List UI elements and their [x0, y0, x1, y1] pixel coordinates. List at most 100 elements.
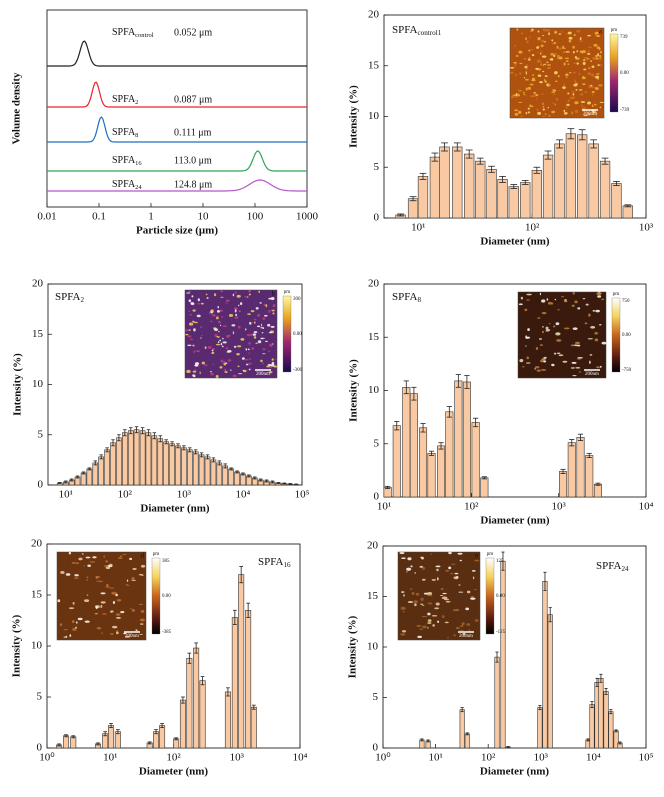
afm-feature: [116, 631, 119, 635]
afm-feature: [545, 326, 549, 330]
afm-feature: [115, 593, 118, 597]
afm-feature: [574, 56, 578, 59]
afm-feature: [211, 314, 214, 316]
afm-feature: [570, 344, 575, 347]
afm-feature: [528, 36, 531, 39]
x-tick-label: 10³: [177, 489, 192, 501]
afm-feature: [95, 606, 98, 609]
y-tick-label: 15: [32, 328, 44, 340]
afm-feature: [530, 95, 534, 98]
error-bar: [567, 128, 575, 140]
afm-feature: [111, 591, 117, 595]
afm-feature: [105, 586, 110, 588]
afm-feature: [518, 303, 523, 306]
bar: [169, 443, 175, 486]
afm-feature: [527, 86, 532, 90]
afm-feature: [241, 357, 245, 360]
afm-feature: [240, 338, 245, 341]
afm-feature: [569, 96, 573, 100]
afm-feature: [599, 47, 601, 51]
colorbar-bottom: -750: [622, 368, 632, 373]
afm-feature: [111, 625, 118, 629]
afm-feature: [68, 607, 75, 610]
afm-feature: [455, 626, 460, 630]
afm-feature: [63, 636, 67, 638]
afm-feature: [581, 106, 587, 110]
bar: [224, 691, 231, 749]
error-bar: [115, 729, 120, 735]
afm-feature: [563, 51, 565, 54]
afm-feature: [572, 71, 576, 74]
afm-feature: [519, 358, 524, 363]
plot-frame: [46, 9, 308, 208]
afm-feature: [119, 555, 123, 558]
afm-feature: [442, 615, 445, 619]
error-bar: [426, 739, 430, 743]
afm-feature: [89, 561, 96, 563]
bar: [462, 381, 471, 498]
y-tick-label: 20: [368, 9, 380, 21]
afm-feature: [189, 313, 192, 316]
afm-feature: [517, 93, 520, 97]
error-bar: [241, 472, 245, 476]
afm-feature: [568, 39, 572, 43]
afm-feature: [129, 557, 133, 561]
bar: [577, 134, 588, 219]
afm-feature: [407, 600, 414, 604]
afm-feature: [138, 603, 143, 606]
afm-feature: [563, 300, 568, 303]
afm-feature: [459, 629, 465, 631]
bar: [179, 699, 186, 749]
afm-feature: [542, 70, 545, 73]
afm-feature: [567, 63, 570, 65]
scale-bar-label: 200nm: [256, 372, 270, 377]
afm-feature: [523, 94, 526, 96]
afm-feature: [445, 600, 451, 603]
colorbar-top: 385: [162, 559, 170, 564]
afm-feature: [248, 368, 251, 371]
afm-feature: [466, 590, 471, 594]
afm-feature: [215, 343, 221, 346]
bar: [409, 393, 418, 498]
y-tick-label: 15: [368, 331, 380, 343]
sample-label-sub: 8: [417, 296, 421, 304]
afm-feature: [427, 612, 431, 616]
afm-feature: [430, 553, 432, 555]
afm-feature: [563, 62, 566, 66]
colorbar-mid: 0.00: [620, 71, 629, 76]
afm-feature: [598, 54, 602, 58]
afm-feature: [75, 626, 77, 629]
afm-feature: [206, 297, 209, 299]
afm-feature: [219, 309, 223, 312]
afm-feature: [567, 92, 570, 95]
afm-feature: [265, 304, 268, 308]
afm-feature: [537, 74, 542, 77]
afm-feature: [574, 341, 581, 345]
afm-feature: [131, 579, 136, 581]
afm-feature: [571, 96, 575, 100]
y-tick-label: 20: [367, 540, 379, 552]
afm-feature: [244, 328, 247, 331]
afm-feature: [535, 347, 539, 350]
afm-feature: [558, 354, 564, 357]
afm-feature: [200, 334, 203, 336]
afm-feature: [580, 93, 584, 96]
afm-feature: [227, 350, 232, 353]
y-axis-label: Volume density: [11, 72, 23, 145]
afm-feature: [581, 104, 584, 107]
y-tick-label: 5: [374, 437, 380, 449]
error-bar: [64, 480, 68, 484]
afm-feature: [515, 55, 519, 57]
afm-feature: [528, 49, 531, 52]
bar: [437, 445, 446, 498]
afm-feature: [555, 80, 558, 83]
afm-feature: [189, 321, 192, 323]
error-bar: [134, 426, 139, 434]
afm-feature: [573, 62, 577, 64]
bar: [151, 435, 158, 486]
afm-feature: [101, 632, 103, 634]
error-bar: [599, 673, 603, 683]
error-bar: [57, 743, 61, 747]
afm-feature: [267, 364, 272, 366]
afm-feature: [551, 363, 555, 367]
